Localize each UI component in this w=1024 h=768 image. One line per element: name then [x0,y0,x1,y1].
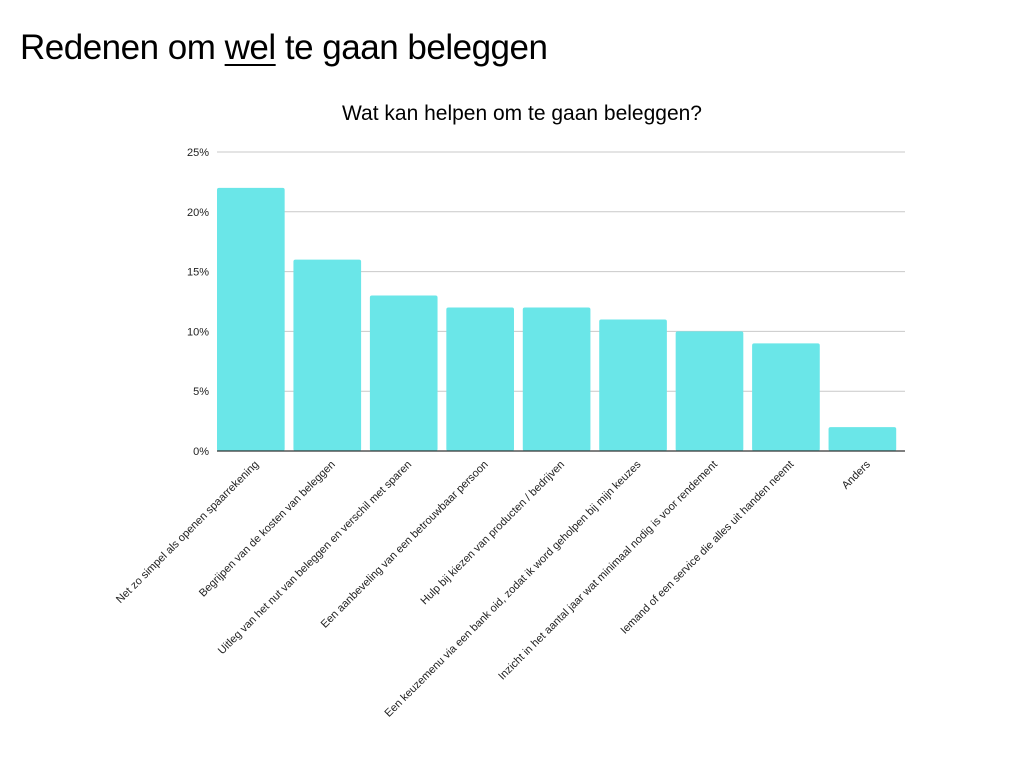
page-title: Redenen om wel te gaan beleggen [20,28,548,68]
x-tick-label: Anders [840,458,873,491]
y-tick-label: 5% [193,386,209,398]
bars [217,187,897,451]
y-tick-label: 15% [187,267,209,279]
bar [675,331,744,451]
bar [446,307,514,451]
x-tick-label: Hulp bij kiezen van producten / bedrijve… [419,459,568,608]
x-tick-label: Net zo simpel als openen spaarrekening [114,459,261,606]
y-tick-label: 20% [187,207,209,219]
x-tick-label: Iemand of een service die alles uit hand… [618,459,796,637]
chart-title: Wat kan helpen om te gaan beleggen? [342,102,702,125]
bar [828,427,897,451]
y-tick-label: 0% [193,446,209,458]
bar [217,187,285,451]
x-tick-label: Een keuzemenu via een bank oid, zodat ik… [383,458,644,719]
page-title-emphasis: wel [224,28,277,67]
bar [752,343,820,451]
bar [599,319,667,451]
x-tick-label: Begrijpen van de kosten van beleggen [197,459,338,600]
y-tick-label: 10% [187,326,209,338]
page-title-start: Redenen om [20,28,225,67]
bar [522,307,591,451]
bar [369,295,438,451]
y-tick-label: 25% [187,147,209,159]
page-title-end: te gaan beleggen [275,28,548,67]
x-tick-label: Een aanbeveling van een betrouwbaar pers… [319,459,491,631]
bar [293,259,362,451]
